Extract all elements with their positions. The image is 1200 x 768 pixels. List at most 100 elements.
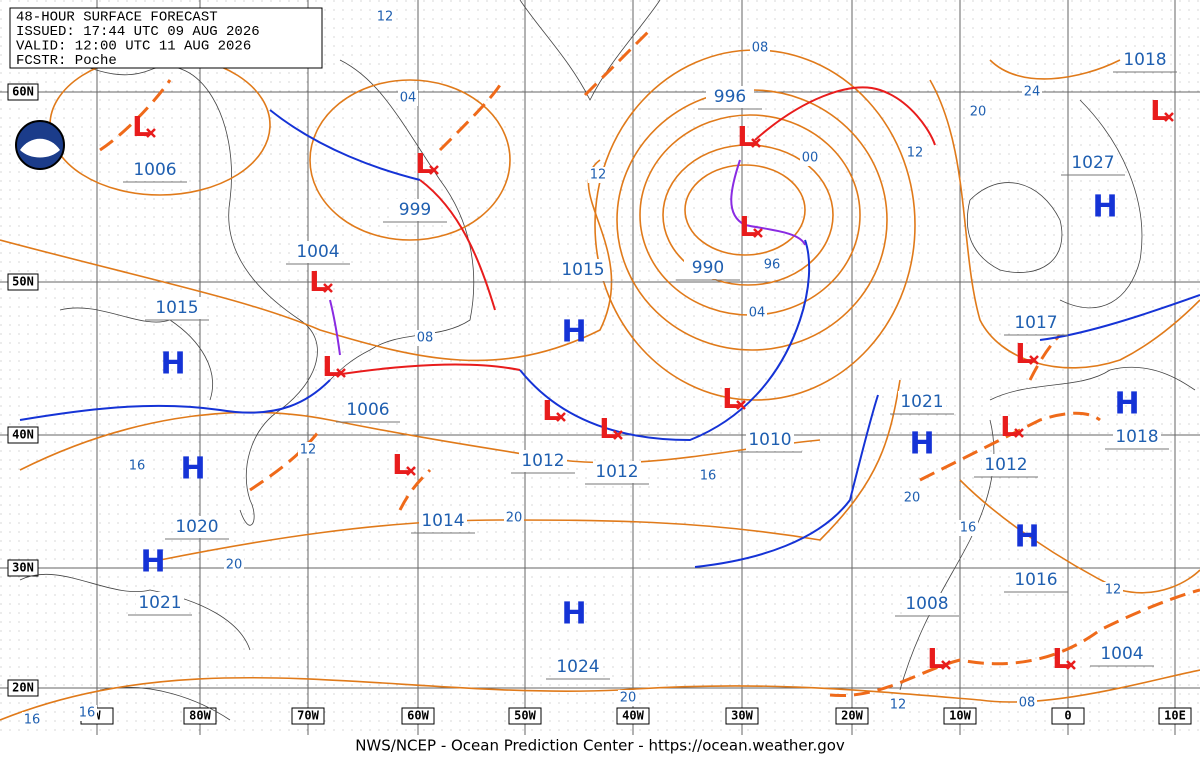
isobar-label: 24 — [1024, 85, 1041, 100]
isobar-label: 08 — [1019, 696, 1036, 711]
isobar-label: 16 — [24, 713, 41, 728]
pressure-label-bg — [982, 454, 1030, 476]
isobar-label: 20 — [620, 691, 637, 706]
latitude-label: 20N — [12, 681, 34, 695]
low-cross — [429, 165, 439, 175]
longitude-label: 30W — [731, 709, 753, 723]
longitude-label: 10E — [1164, 709, 1186, 723]
pressure-value: 1017 — [1014, 313, 1057, 333]
pressure-value: 990 — [692, 258, 724, 278]
pressure-value: 1021 — [138, 593, 181, 613]
high-symbol: H — [1092, 190, 1117, 225]
isobar-label: 20 — [970, 105, 987, 120]
isobar-label-bg — [22, 712, 42, 728]
latitude-label: 50N — [12, 275, 34, 289]
isobar-label: 04 — [749, 306, 766, 321]
pressure-value: 1027 — [1071, 153, 1114, 173]
isobar-label-bg — [762, 257, 782, 273]
latitude-label-box — [7, 426, 39, 444]
pressure-label-bg — [898, 391, 946, 413]
isobar-label-bg — [504, 510, 524, 526]
longitude-label: 0 — [1064, 709, 1071, 723]
isobar-label-bg — [888, 697, 908, 713]
longitude-label: 70W — [297, 709, 319, 723]
pressure-label-bg — [684, 257, 732, 279]
pressure-label-bg — [559, 259, 607, 281]
fronts — [19, 28, 1200, 698]
longitude-label: 10W — [949, 709, 971, 723]
isobar-label-bg — [698, 468, 718, 484]
isobar-label: 08 — [417, 331, 434, 346]
low-cross — [556, 412, 566, 422]
pressure-label-bg — [519, 450, 567, 472]
low-cross — [751, 138, 761, 148]
isobar-label-bg — [618, 690, 638, 706]
low-symbol: L — [722, 382, 740, 415]
pressure-label-bg — [294, 241, 342, 263]
high-symbol: H — [1014, 520, 1039, 555]
low-cross — [1014, 428, 1024, 438]
isobar-label: 12 — [590, 168, 607, 183]
pressure-value: 1015 — [561, 260, 604, 280]
isobar-label: 12 — [890, 698, 907, 713]
latitude-label: 40N — [12, 428, 34, 442]
isobar-label-bg — [1017, 695, 1037, 711]
low-cross — [323, 283, 333, 293]
pressure-label-bg — [746, 429, 794, 451]
pressure-value: 1021 — [900, 392, 943, 412]
longitude-label-box — [725, 707, 759, 725]
longitude-label: 40W — [622, 709, 644, 723]
graticule: 60N 50N 40N 30N 20N W 80W 70W 60W 50W 40W 30W 20W 10W… — [0, 0, 1200, 735]
high-symbol: H — [909, 427, 934, 462]
pressure-value: 1024 — [556, 657, 599, 677]
low-symbol: L — [415, 147, 433, 180]
isobar-label: 16 — [960, 521, 977, 536]
pressure-value: 1015 — [155, 298, 198, 318]
pressure-value: 1016 — [1014, 570, 1057, 590]
pressure-label-bg — [1012, 569, 1060, 591]
longitude-label-box — [616, 707, 650, 725]
longitude-label: 20W — [841, 709, 863, 723]
isobar-label-bg — [1022, 84, 1042, 100]
pressure-label-bg — [1113, 426, 1161, 448]
pressure-value: 996 — [714, 87, 746, 107]
high-symbol: H — [561, 597, 586, 632]
isobar-label: 04 — [400, 91, 417, 106]
footer-bar — [0, 735, 1200, 764]
pressure-label-bg — [344, 399, 392, 421]
pressure-value: 1004 — [1100, 644, 1143, 664]
isobar-label: 12 — [300, 443, 317, 458]
low-symbol: L — [322, 350, 340, 383]
low-cross — [753, 228, 763, 238]
isobars — [0, 49, 1200, 721]
high-symbol: H — [561, 315, 586, 350]
low-symbol: L — [392, 448, 410, 481]
longitude-label: 60W — [407, 709, 429, 723]
low-symbol: L — [309, 265, 327, 298]
pressure-value: 999 — [399, 200, 431, 220]
longitude-label-box — [291, 707, 325, 725]
pressure-value: 1006 — [133, 160, 176, 180]
pressure-value: 1014 — [421, 511, 464, 531]
latitude-label-box — [7, 679, 39, 697]
pressure-value: 1012 — [595, 462, 638, 482]
header-line: ISSUED: 17:44 UTC 09 AUG 2026 — [16, 24, 260, 40]
isobar-label: 20 — [506, 511, 523, 526]
pressure-label-bg — [136, 592, 184, 614]
pressure-value: 1008 — [905, 594, 948, 614]
noaa-logo — [15, 120, 65, 170]
low-cross — [1164, 112, 1174, 122]
low-symbol: L — [739, 210, 757, 243]
high-symbol: H — [160, 347, 185, 382]
isobar-label-bg — [298, 442, 318, 458]
longitude-label-box — [183, 707, 217, 725]
longitude-label-box — [401, 707, 435, 725]
footer-credit: NWS/NCEP - Ocean Prediction Center - htt… — [355, 737, 845, 755]
isobar-label-bg — [800, 150, 820, 166]
longitude-label-box — [943, 707, 977, 725]
header-line: 48-HOUR SURFACE FORECAST — [16, 10, 218, 26]
longitude-label-box — [1051, 707, 1085, 725]
pressure-label-bg — [131, 159, 179, 181]
pressure-value: 1012 — [984, 455, 1027, 475]
